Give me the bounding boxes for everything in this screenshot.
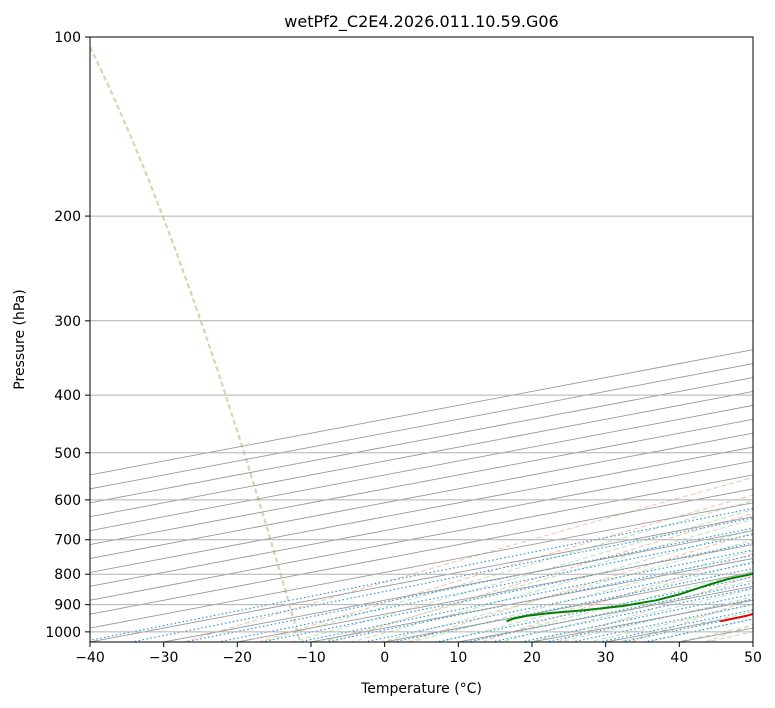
isotherm-line bbox=[90, 460, 753, 587]
moist-adiabat-line bbox=[290, 509, 753, 642]
isotherm-line bbox=[90, 502, 753, 629]
x-tick-label: 0 bbox=[380, 650, 389, 666]
x-axis: −40 −30 −20 −10 0 10 20 30 40 50 bbox=[75, 642, 762, 666]
moist-adiabat-line bbox=[497, 579, 753, 642]
mixing-ratio-line bbox=[259, 542, 753, 642]
mixing-ratio-line bbox=[322, 554, 753, 642]
background-lines bbox=[90, 37, 753, 642]
y-tick-label: 800 bbox=[54, 567, 81, 583]
isotherm-line bbox=[163, 530, 753, 642]
isotherm-line bbox=[90, 432, 753, 559]
y-tick-label: 200 bbox=[54, 209, 81, 225]
y-tick-label: 100 bbox=[54, 30, 81, 46]
y-tick-label: 900 bbox=[54, 598, 81, 614]
chart-title: wetPf2_C2E4.2026.011.10.59.G06 bbox=[284, 12, 558, 32]
isotherm-line bbox=[90, 474, 753, 601]
y-tick-label: 300 bbox=[54, 314, 81, 330]
moist-adiabat-line bbox=[556, 596, 753, 642]
y-tick-label: 1000 bbox=[45, 625, 81, 641]
moist-adiabat-line bbox=[319, 518, 753, 642]
y-tick-label: 500 bbox=[54, 446, 81, 462]
x-tick-label: 20 bbox=[523, 650, 541, 666]
isotherm-line bbox=[90, 488, 753, 615]
mixing-ratio-line bbox=[596, 609, 753, 642]
moist-adiabat-line bbox=[260, 500, 753, 642]
mixing-ratio-line bbox=[569, 603, 753, 642]
plot-frame bbox=[89, 36, 754, 643]
x-tick-label: 40 bbox=[670, 650, 688, 666]
y-tick-label: 700 bbox=[54, 533, 81, 549]
y-axis-label: Pressure (hPa) bbox=[12, 289, 28, 389]
isotherm-line bbox=[90, 516, 753, 642]
y-tick-label: 400 bbox=[54, 388, 81, 404]
isotherm-line bbox=[90, 446, 753, 573]
x-tick-label: 30 bbox=[597, 650, 615, 666]
x-tick-label: −20 bbox=[223, 650, 253, 666]
mixing-ratio-line bbox=[295, 549, 753, 642]
isotherm-line bbox=[90, 418, 753, 546]
mixing-ratio-line bbox=[128, 517, 753, 642]
x-axis-label: Temperature (°C) bbox=[360, 681, 482, 697]
x-tick-label: −40 bbox=[75, 650, 105, 666]
x-tick-label: −10 bbox=[296, 650, 326, 666]
tan-reference-curve bbox=[90, 46, 302, 642]
y-tick-label: 600 bbox=[54, 493, 81, 509]
x-tick-label: 50 bbox=[744, 650, 762, 666]
y-axis: 100 200 300 400 500 600 700 800 900 1000 bbox=[45, 30, 90, 641]
x-tick-label: −30 bbox=[149, 650, 179, 666]
moist-adiabat-line bbox=[379, 539, 753, 642]
mixing-ratio-line bbox=[361, 562, 753, 642]
x-tick-label: 10 bbox=[449, 650, 467, 666]
